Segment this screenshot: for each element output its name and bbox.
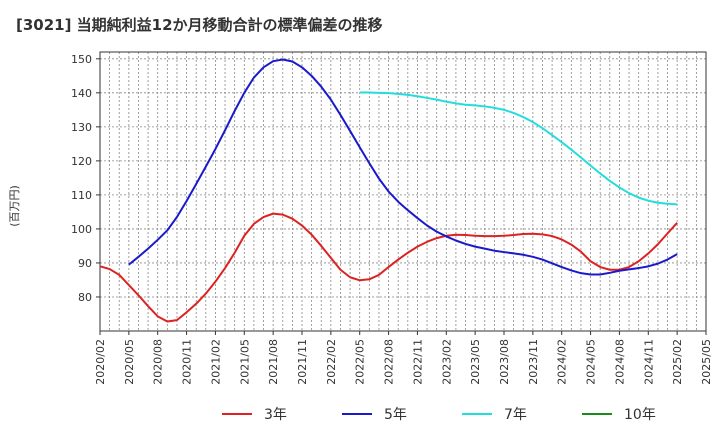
x-tick-label: 2021/05 [238, 339, 251, 385]
x-tick-label: 2022/08 [383, 339, 396, 385]
x-tick-label: 2023/08 [498, 339, 511, 385]
chart-grid [100, 52, 706, 331]
x-tick-label: 2024/05 [585, 339, 598, 385]
x-tick-label: 2022/05 [354, 339, 367, 385]
y-axis: 80 90 100 110 120 130 140 150 [71, 53, 100, 304]
legend-label: 7年 [504, 407, 527, 423]
x-tick-label: 2021/02 [209, 339, 222, 385]
x-tick-label: 2023/02 [440, 339, 453, 385]
y-tick-label: 100 [71, 223, 92, 236]
plot-frame [99, 51, 707, 332]
y-tick-label: 90 [78, 257, 92, 270]
x-tick-label: 2021/11 [296, 339, 309, 385]
series-line-3年 [99, 212, 678, 323]
series-line-5年 [128, 58, 678, 276]
x-tick-label: 2022/02 [325, 339, 338, 385]
x-tick-label: 2020/02 [94, 339, 107, 385]
legend: 3年 5年 7年 10年 [222, 407, 656, 423]
x-tick-label: 2025/02 [671, 339, 684, 385]
x-tick-label: 2020/05 [123, 339, 136, 385]
y-tick-label: 130 [71, 121, 92, 134]
x-axis: 2020/02 2020/05 2020/08 2020/11 2021/02 2021/… [94, 331, 713, 385]
legend-label: 10年 [624, 407, 656, 423]
x-tick-label: 2024/02 [556, 339, 569, 385]
chart-title: [3021] 当期純利益12か月移動合計の標準偏差の推移 [16, 16, 383, 34]
x-tick-label: 2020/08 [152, 339, 165, 385]
y-tick-label: 140 [71, 87, 92, 100]
y-tick-label: 110 [71, 189, 92, 202]
x-tick-label: 2024/08 [613, 339, 626, 385]
x-tick-label: 2022/11 [411, 339, 424, 385]
x-tick-label: 2025/05 [700, 339, 713, 385]
legend-label: 3年 [264, 407, 287, 423]
y-tick-label: 80 [78, 291, 92, 304]
legend-label: 5年 [384, 407, 407, 423]
series-lines [99, 58, 678, 323]
x-tick-label: 2020/11 [181, 339, 194, 385]
x-tick-label: 2023/11 [527, 339, 540, 385]
y-tick-label: 150 [71, 53, 92, 66]
y-tick-label: 120 [71, 155, 92, 168]
x-tick-label: 2021/08 [267, 339, 280, 385]
x-tick-label: 2024/11 [642, 339, 655, 385]
series-line-7年 [359, 91, 678, 206]
y-axis-label: (百万円) [8, 185, 21, 227]
x-tick-label: 2023/05 [469, 339, 482, 385]
